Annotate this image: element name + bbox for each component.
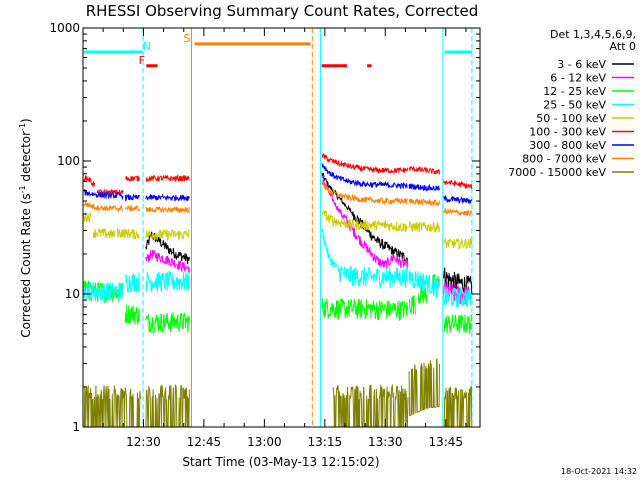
data-series [83,153,473,427]
series-line-6 [321,153,409,175]
y-tick-label: 1 [72,420,80,434]
series-line-4 [145,270,190,293]
series-line-6 [408,165,440,175]
series-line-5 [83,211,92,223]
series-line-2 [321,175,409,271]
legend-label: 100 - 300 keV [529,126,606,139]
series-line-3 [417,285,428,304]
series-line-3 [145,312,190,334]
series-line-3 [321,298,409,321]
series-line-8 [124,204,140,213]
series-line-7 [124,193,140,202]
series-line-9 [408,358,440,417]
flag-label: N [143,40,151,53]
series-line-8 [408,197,440,207]
legend-label: 3 - 6 keV [557,58,606,71]
plot-frame [82,27,481,428]
series-line-7 [443,194,473,205]
y-tick-label: 100 [57,154,80,168]
y-axis-ticks: 1 10 100 1000 [49,21,480,434]
series-line-4 [124,272,140,294]
series-line-6 [145,173,190,183]
series-line-3 [408,295,416,315]
y-axis-label: Corrected Count Rate (s-1 detector-1) [18,118,33,337]
series-line-8 [83,201,124,214]
series-line-3 [443,314,472,335]
x-tick-label: 12:30 [126,435,161,449]
series-line-2 [443,281,473,305]
chart-title: RHESSI Observing Summary Count Rates, Co… [86,2,479,20]
flag-label: S [183,32,190,45]
x-tick-label: 12:45 [187,435,222,449]
legend-header: Det 1,3,4,5,6,9, [550,28,636,41]
series-line-1 [145,231,190,265]
y-tick-label: 10 [65,287,80,301]
series-line-8 [321,180,408,206]
series-line-9 [83,385,142,427]
series-line-8 [145,205,190,214]
y-tick-label: 1000 [49,21,80,35]
series-line-1 [321,172,409,264]
x-axis-ticks: 12:30 12:45 13:00 13:15 13:30 13:45 [102,28,467,449]
x-tick-label: 13:15 [308,435,343,449]
series-line-4 [83,281,124,303]
series-line-5 [92,228,116,239]
series-line-7 [321,163,408,190]
series-line-4 [321,228,409,289]
legend-label: 7000 - 15000 keV [508,166,606,179]
x-tick-label: 13:00 [247,435,282,449]
x-axis-label: Start Time (03-May-13 12:15:02) [182,455,379,469]
series-line-1 [443,267,473,296]
series-line-9 [332,383,409,427]
series-line-9 [145,384,190,427]
series-line-8 [443,207,473,217]
legend-label: 50 - 100 keV [536,112,606,125]
series-line-5 [116,227,140,240]
series-line-5 [443,236,473,250]
vertical-markers [142,28,473,427]
legend-label: 25 - 50 keV [543,99,606,112]
series-line-6 [443,179,473,190]
series-line-6 [125,175,140,182]
flag-label: F [139,54,145,67]
series-line-5 [145,228,190,242]
timestamp: 18-Oct-2021 14:32 [561,467,637,476]
series-line-5 [408,220,440,234]
series-line-3 [124,304,140,325]
series-line-5 [321,209,409,233]
series-line-9 [443,385,473,427]
series-line-2 [145,249,190,274]
series-line-7 [145,193,190,202]
legend-header: Att 0 [610,40,636,53]
legend-label: 6 - 12 keV [550,72,606,85]
x-tick-label: 13:45 [428,435,463,449]
series-line-4 [443,286,473,308]
legend-label: 12 - 25 keV [543,85,606,98]
series-line-6 [83,175,96,188]
x-tick-label: 13:30 [368,435,403,449]
series-line-7 [408,183,440,192]
series-line-7 [83,188,124,201]
legend-label: 300 - 800 keV [529,139,606,152]
legend-label: 800 - 7000 keV [522,153,606,166]
state-flags: NF S [84,32,472,68]
series-line-4 [408,270,440,299]
